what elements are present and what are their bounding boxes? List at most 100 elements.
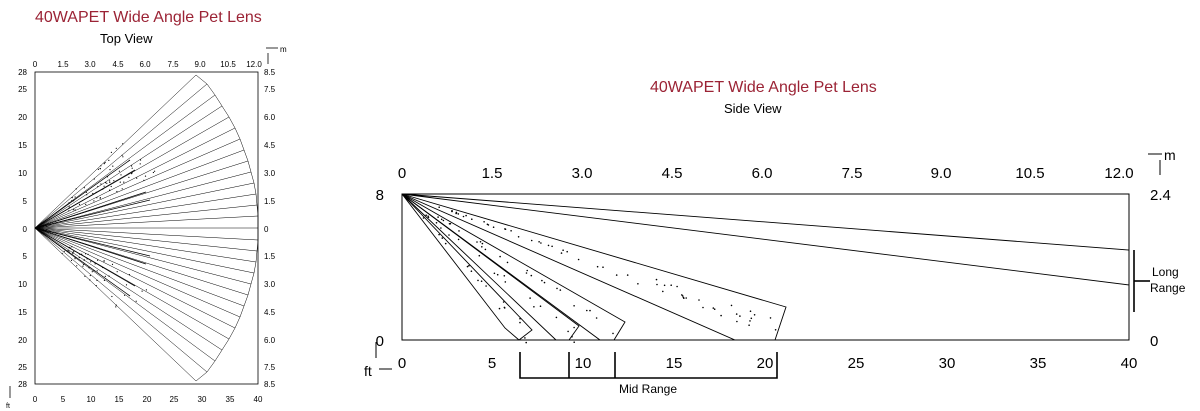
- top-left-ft-tick: 25: [18, 85, 27, 94]
- side-texture-dot: [749, 310, 752, 313]
- top-ft-tick: 5: [61, 395, 66, 404]
- side-texture-dot: [422, 217, 425, 219]
- side-left-ft-tick: 0: [376, 333, 384, 350]
- top-beam-ray: [34, 227, 258, 252]
- top-left-ft-tick: 5: [23, 197, 28, 206]
- side-texture-dot: [539, 305, 542, 308]
- top-beam-edge: [234, 127, 241, 140]
- side-texture-dot: [471, 218, 473, 220]
- side-texture-dot: [637, 283, 639, 285]
- top-left-ft-tick: 0: [23, 225, 28, 234]
- top-beam-edge: [256, 239, 259, 252]
- top-texture-dot: [68, 206, 70, 208]
- top-texture-dot: [63, 250, 65, 252]
- top-left-ft-tick: 15: [18, 141, 27, 150]
- side-texture-dot: [543, 281, 546, 284]
- top-texture-dot: [131, 172, 133, 174]
- side-texture-dot: [602, 266, 604, 269]
- top-right-m-tick: 3.0: [264, 280, 276, 289]
- top-texture-dot: [76, 265, 78, 267]
- top-left-ft-tick: 28: [18, 68, 27, 77]
- side-texture-dot: [573, 305, 575, 307]
- side-texture-dot: [713, 308, 716, 311]
- side-texture-dot: [541, 279, 543, 282]
- side-texture-dot: [538, 241, 540, 243]
- top-beam-edge: [250, 171, 255, 184]
- top-mid-beam: [34, 159, 131, 229]
- top-texture-dot: [95, 285, 97, 287]
- top-left-ft-tick: 20: [18, 336, 27, 345]
- top-beam-edge: [221, 105, 230, 118]
- top-texture-dot: [68, 202, 70, 204]
- top-texture-dot: [99, 197, 101, 199]
- side-texture-dot: [551, 245, 553, 248]
- side-texture-dot: [499, 255, 501, 258]
- top-texture-dot: [87, 253, 89, 255]
- side-texture-dot: [702, 306, 704, 309]
- side-texture-dot: [438, 206, 441, 208]
- top-texture-dot: [120, 174, 122, 176]
- top-beam-ray: [34, 227, 252, 285]
- top-beam-edge: [255, 250, 258, 263]
- top-beam-ray: [34, 94, 216, 229]
- side-texture-dot: [589, 309, 591, 312]
- side-texture-dot: [749, 320, 751, 322]
- side-texture-dot: [555, 316, 558, 319]
- top-beam-edge: [214, 349, 223, 362]
- top-beam-edge: [256, 204, 259, 217]
- top-texture-dot: [95, 191, 97, 193]
- side-ft-tick: 5: [488, 355, 496, 372]
- side-texture-dot: [571, 335, 573, 338]
- top-mid-beam: [34, 169, 136, 229]
- top-texture-dot: [154, 170, 156, 172]
- side-texture-dot: [519, 321, 521, 324]
- top-texture-dot: [121, 154, 123, 156]
- top-beam-ray: [34, 227, 241, 318]
- top-texture-dot: [85, 191, 87, 193]
- top-m-tick: 7.5: [167, 60, 179, 69]
- long-range-label: Long Range: [1150, 265, 1186, 295]
- mid-range-beam: [401, 193, 533, 341]
- side-m-tick: 1.5: [482, 165, 503, 182]
- top-beam-ray: [34, 105, 223, 229]
- top-texture-dot: [119, 181, 121, 183]
- top-texture-dot: [106, 182, 108, 184]
- top-texture-dot: [123, 181, 125, 183]
- top-beam-ray: [34, 227, 255, 274]
- side-texture-dot: [573, 326, 575, 329]
- side-texture-dot: [753, 314, 756, 316]
- side-texture-dot: [481, 242, 484, 245]
- side-texture-dot: [670, 284, 672, 287]
- side-texture-dot: [712, 307, 715, 309]
- side-texture-dot: [441, 237, 444, 239]
- side-texture-dot: [720, 314, 722, 317]
- top-beam-edge: [247, 283, 252, 296]
- top-texture-dot: [135, 300, 137, 302]
- side-texture-dot: [683, 297, 685, 300]
- side-texture-dot: [562, 249, 564, 251]
- top-texture-dot: [68, 247, 70, 249]
- top-ft-tick: 25: [170, 395, 179, 404]
- top-texture-dot: [144, 175, 147, 177]
- side-texture-dot: [586, 309, 588, 312]
- top-texture-dot: [128, 274, 130, 276]
- top-beam-ray: [34, 227, 259, 241]
- top-texture-dot: [131, 165, 133, 167]
- top-right-m-tick: 1.5: [264, 197, 276, 206]
- top-texture-dot: [91, 271, 93, 273]
- top-texture-dot: [79, 253, 81, 255]
- side-texture-dot: [438, 233, 440, 236]
- top-texture-dot: [99, 168, 101, 170]
- top-texture-dot: [74, 256, 76, 258]
- top-texture-dot: [111, 295, 113, 298]
- side-texture-dot: [595, 317, 598, 319]
- top-texture-dot: [100, 165, 102, 167]
- side-texture-dot: [487, 224, 490, 226]
- top-beam-edge: [195, 371, 208, 382]
- side-texture-dot: [529, 297, 531, 299]
- top-texture-dot: [85, 253, 87, 255]
- side-texture-dot: [748, 324, 750, 327]
- side-texture-dot: [470, 270, 473, 273]
- side-texture-dot: [530, 274, 533, 277]
- side-m-tick: 10.5: [1015, 165, 1044, 182]
